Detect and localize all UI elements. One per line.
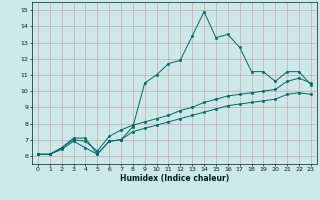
- X-axis label: Humidex (Indice chaleur): Humidex (Indice chaleur): [120, 174, 229, 183]
